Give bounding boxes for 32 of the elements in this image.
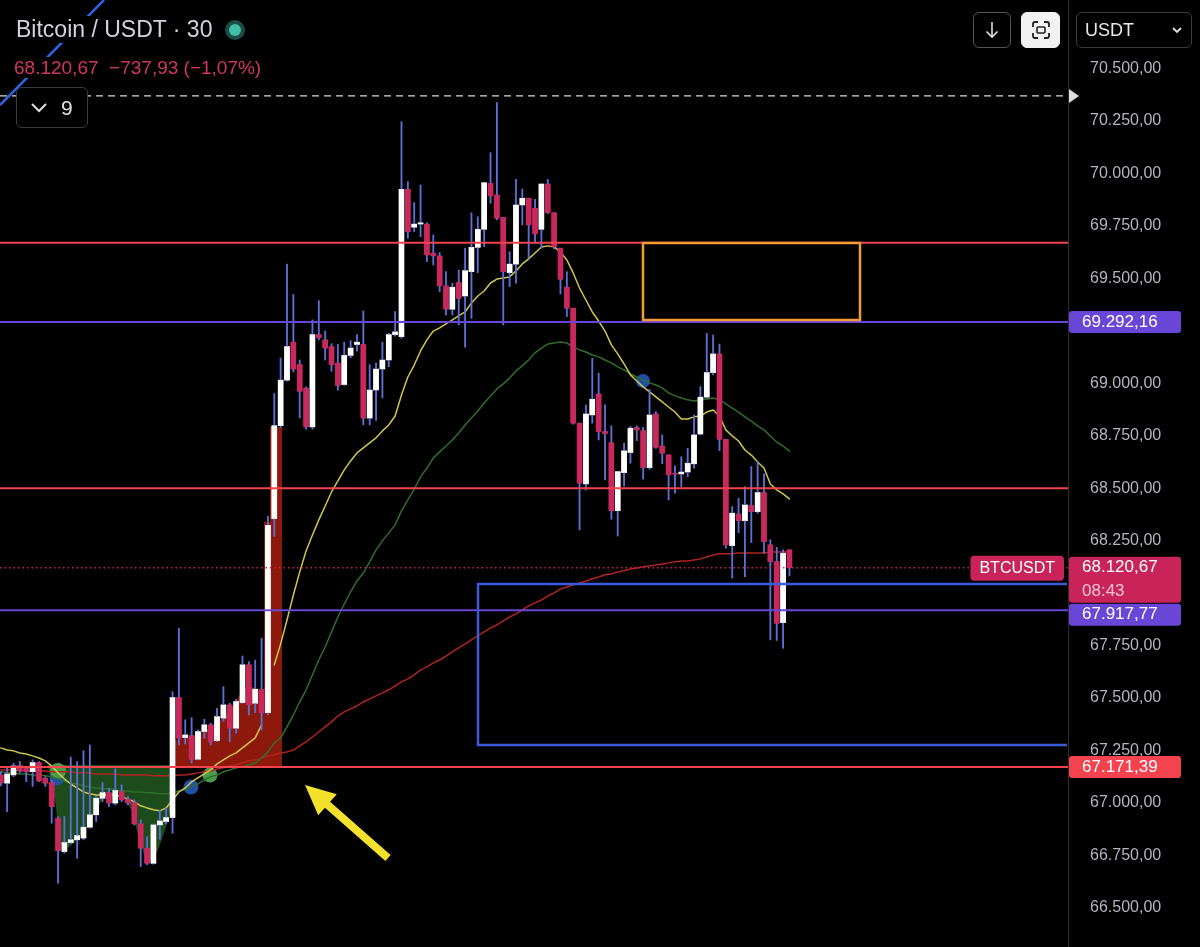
dropdown: 9: [16, 87, 88, 128]
ref-line-label: 68.120,67 08:43: [1082, 557, 1158, 601]
y-tick-label: 70.000,00: [1090, 163, 1162, 181]
y-tick-label: 68.500,00: [1090, 478, 1162, 496]
ref-line-label: 67.917,77: [1082, 604, 1158, 624]
y-tick-label: 68.750,00: [1090, 426, 1162, 444]
dropdown: USDT: [1076, 12, 1192, 48]
y-tick-label: 67.250,00: [1090, 740, 1162, 758]
text: 68.120,67 −737,93 (−1,07%): [12, 57, 264, 78]
y-tick-label: 68.250,00: [1090, 531, 1162, 549]
ref-line-label: 67.171,39: [1082, 756, 1158, 776]
y-tick-label: 66.750,00: [1090, 845, 1162, 863]
y-tick-label: 70.250,00: [1090, 111, 1162, 129]
annotation: 9: [61, 95, 73, 120]
y-tick-label: 67.500,00: [1090, 688, 1162, 706]
candlestick: [678, 456, 685, 488]
y-tick-label: 70.500,00: [1090, 59, 1162, 77]
candlestick: [379, 341, 386, 399]
candlestick: [182, 719, 189, 745]
text: Bitcoin / USDT · 30: [14, 16, 215, 43]
y-axis-title: USDT: [1085, 19, 1134, 41]
ref-line-label: 69.292,16: [1082, 311, 1158, 331]
annotation: BTCUSDT: [979, 558, 1056, 576]
y-tick-label: 69.000,00: [1090, 373, 1162, 391]
y-tick-label: 66.500,00: [1090, 898, 1162, 916]
y-tick-label: 67.000,00: [1090, 793, 1162, 811]
candlestick: [411, 202, 418, 232]
y-tick-label: 69.500,00: [1090, 268, 1162, 286]
y-tick-label: 69.750,00: [1090, 216, 1162, 234]
candlestick: [315, 300, 322, 341]
y-tick-label: 67.750,00: [1090, 635, 1162, 653]
candlestick: [748, 466, 755, 543]
